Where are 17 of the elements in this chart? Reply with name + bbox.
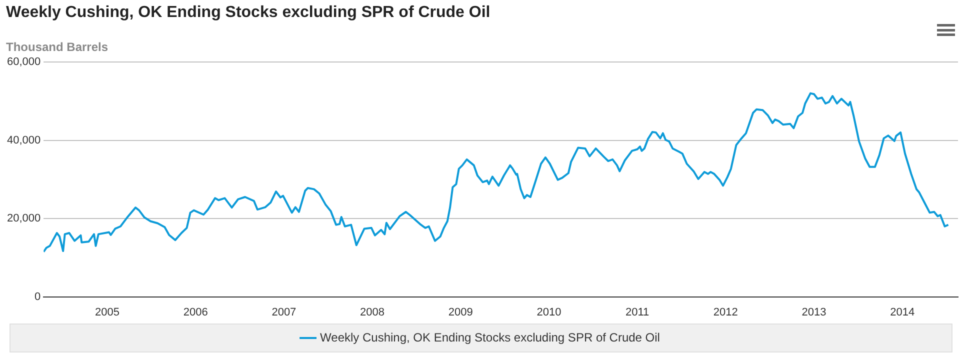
x-tick-label: 2014 xyxy=(890,306,915,318)
y-axis-title: Thousand Barrels xyxy=(6,40,108,54)
y-tick-label: 60,000 xyxy=(6,56,41,68)
x-tick-label: 2009 xyxy=(448,306,473,318)
x-tick-label: 2010 xyxy=(536,306,562,318)
y-tick-label: 20,000 xyxy=(6,212,41,225)
legend-label: Weekly Cushing, OK Ending Stocks excluding SPR of Crude Oil xyxy=(320,330,660,344)
y-tick-label: 40,000 xyxy=(6,134,41,146)
x-tick-label: 2005 xyxy=(95,306,120,318)
y-tick-label: 0 xyxy=(34,290,41,303)
x-tick-label: 2012 xyxy=(713,306,738,318)
x-tick-label: 2006 xyxy=(183,306,208,318)
x-tick-label: 2007 xyxy=(272,306,296,318)
x-tick-label: 2008 xyxy=(360,306,385,318)
x-tick-label: 2013 xyxy=(802,306,826,318)
x-tick-label: 2011 xyxy=(625,306,650,318)
chart-title: Weekly Cushing, OK Ending Stocks excluding SPR of Crude Oil xyxy=(6,4,490,22)
